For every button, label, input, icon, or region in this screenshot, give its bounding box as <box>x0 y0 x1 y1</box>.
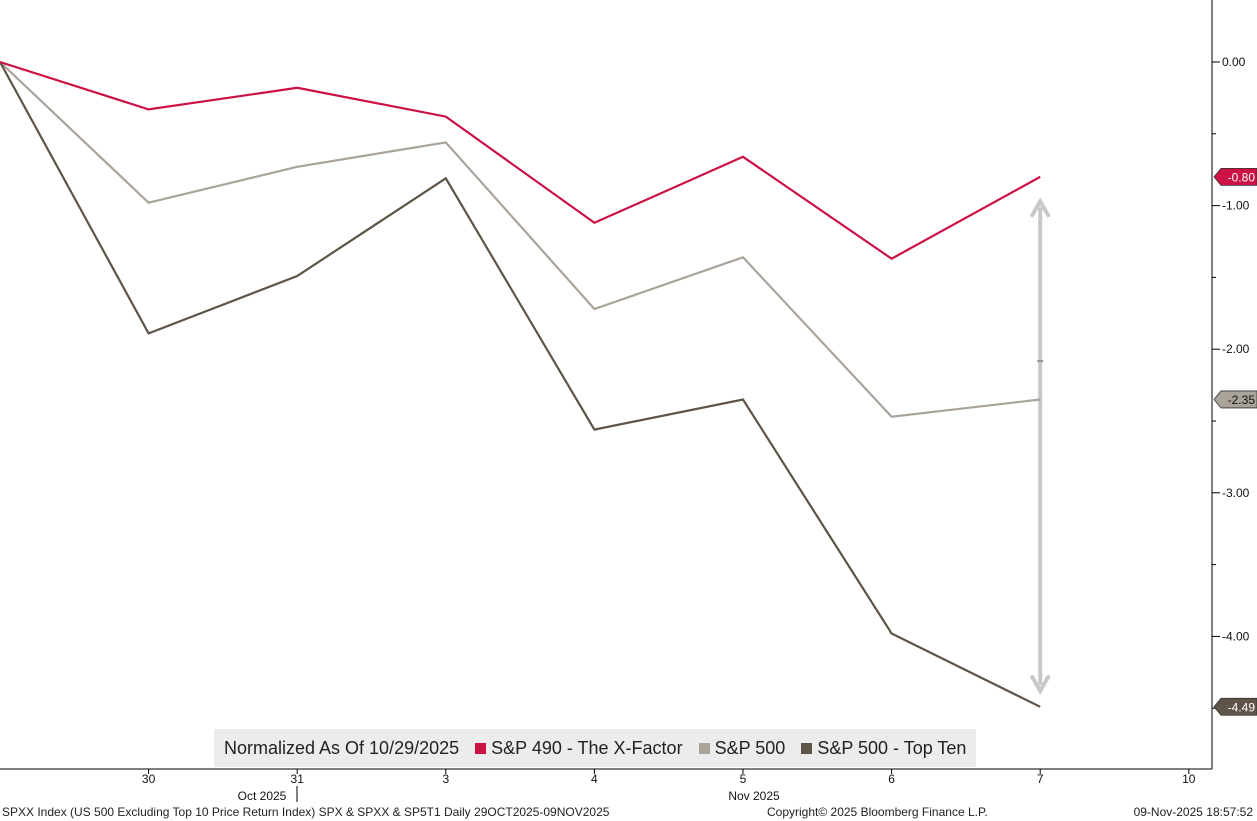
y-tick-label: 0.00 <box>1222 55 1246 69</box>
x-tick-label: 5 <box>740 772 747 786</box>
y-tick-label: -4.00 <box>1222 629 1250 643</box>
legend-item-sp490: S&P 490 - The X-Factor <box>475 737 683 759</box>
legend-swatch <box>475 742 487 754</box>
x-tick-label: 7 <box>1037 772 1044 786</box>
x-tick-label: 3 <box>442 772 449 786</box>
x-group-label-nov: Nov 2025 <box>728 789 780 803</box>
series-line-2 <box>0 61 1041 708</box>
last-value-tag <box>1213 167 1257 186</box>
spread-arrow <box>1030 197 1051 695</box>
chart-axes: 0.00 -1.00 -2.00 -3.00 -4.00 30 31 3 4 5 6 7 10 Oct 2… <box>0 0 1250 803</box>
x-tick-label: 10 <box>1182 772 1196 786</box>
legend: Normalized As Of 10/29/2025 S&P 490 - Th… <box>214 729 977 767</box>
y-tick-label: -3.00 <box>1222 486 1250 500</box>
x-tick-label: 31 <box>291 772 305 786</box>
x-group-label-oct: Oct 2025 <box>238 789 287 803</box>
last-value-text: -4.49 <box>1228 700 1256 714</box>
last-value-labels: -0.80 -2.35 -4.49 <box>1213 167 1257 716</box>
series-lines <box>0 60 1041 708</box>
legend-label: S&P 490 - The X-Factor <box>491 737 683 758</box>
legend-item-sp500-top-ten: S&P 500 - Top Ten <box>801 738 966 759</box>
last-value-tag <box>1213 390 1257 409</box>
x-tick-label: 4 <box>591 772 598 786</box>
y-tick-label: -1.00 <box>1222 199 1250 213</box>
arrow-head-top <box>1030 197 1051 218</box>
last-value-text: -0.80 <box>1228 170 1256 184</box>
legend-swatch <box>801 742 813 754</box>
legend-label: S&P 500 <box>714 737 786 758</box>
legend-item-sp500: S&P 500 <box>698 737 786 759</box>
x-tick-label: 6 <box>888 772 895 786</box>
series-line-1 <box>0 61 1041 418</box>
footer-source: SPXX Index (US 500 Excluding Top 10 Pric… <box>2 805 610 819</box>
footer-copyright: Copyright© 2025 Bloomberg Finance L.P. <box>767 805 988 819</box>
arrow-head-bottom <box>1030 674 1051 695</box>
legend-title: Normalized As Of 10/29/2025 <box>224 737 460 758</box>
legend-label: S&P 500 - Top Ten <box>817 737 967 758</box>
y-tick-label: -2.00 <box>1222 342 1250 356</box>
last-value-text: -2.35 <box>1228 393 1256 407</box>
x-tick-label: 30 <box>142 772 156 786</box>
series-line-0 <box>0 60 1041 260</box>
footer-timestamp: 09-Nov-2025 18:57:52 <box>1133 805 1253 819</box>
last-value-tag <box>1213 697 1257 716</box>
legend-swatch <box>698 742 710 754</box>
